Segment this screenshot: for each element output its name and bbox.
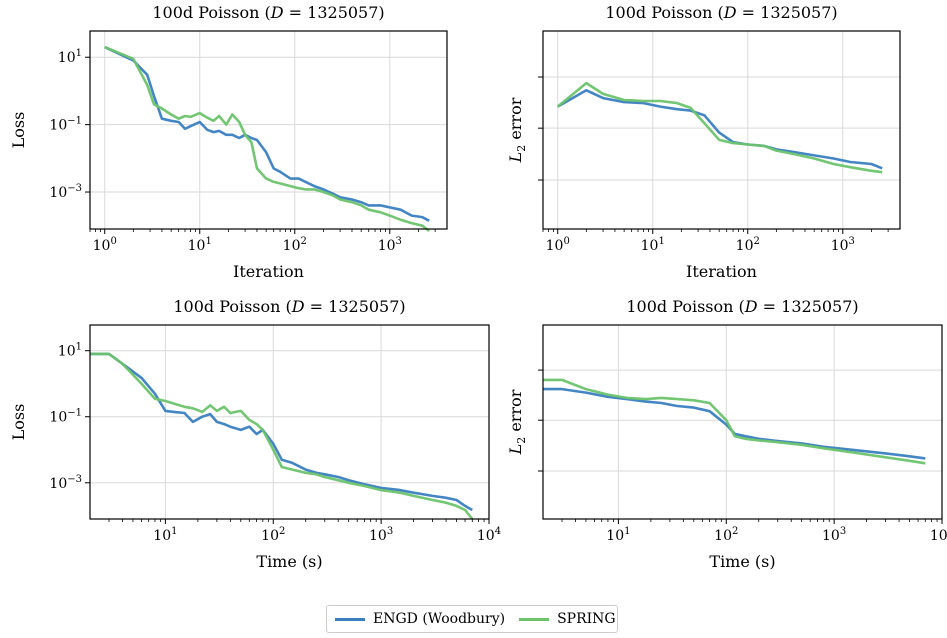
legend-label-engd: ENGD (Woodbury): [373, 611, 506, 627]
x-tick-label: 103: [369, 526, 393, 544]
series-line-spring: [104, 45, 430, 233]
series-line-engd: [543, 387, 926, 460]
panel-title: 100d Poisson (D = 1325057): [605, 3, 837, 22]
x-tick-label: 101: [153, 526, 177, 544]
x-tick-label: 101: [641, 236, 665, 254]
x-tick-label: 102: [283, 236, 307, 254]
x-tick-label: 102: [261, 526, 285, 544]
x-tick-label: 102: [714, 526, 738, 544]
x-tick-label: 103: [822, 526, 846, 544]
legend-swatch-spring: [519, 617, 550, 621]
series-line-engd: [90, 352, 473, 512]
panel-l2-time: 100d Poisson (D = 1325057) 101102103104 …: [506, 297, 947, 571]
plot-frame: [89, 324, 490, 520]
x-axis-label: Iteration: [686, 262, 757, 281]
y-tick-label: 10−3: [49, 474, 82, 492]
y-axis-label: L2 error: [506, 97, 528, 163]
panel-title: 100d Poisson (D = 1325057): [626, 297, 858, 316]
series-line-engd: [104, 45, 430, 222]
x-axis-label: Iteration: [233, 262, 304, 281]
y-tick-label: 10−1: [49, 408, 82, 426]
panel-l2-iteration: 100d Poisson (D = 1325057) 100 101 102 103 …: [506, 3, 901, 281]
y-tick-label: 10−3: [49, 183, 82, 201]
legend-item-engd: ENGD (Woodbury): [335, 611, 505, 627]
y-axis-label: Loss: [9, 112, 28, 149]
y-tick-label: 10−1: [49, 116, 82, 134]
x-tick-label: 104: [930, 526, 947, 544]
legend: ENGD (Woodbury) SPRING: [326, 605, 618, 633]
x-tick-label: 103: [378, 236, 402, 254]
plot-frame: [89, 30, 448, 230]
x-tick-label: 102: [736, 236, 760, 254]
y-axis-label: Loss: [9, 404, 28, 441]
panel-loss-time: 100d Poisson (D = 1325057) 101 102 103 104 1…: [9, 297, 501, 571]
x-tick-label: 104: [477, 526, 501, 544]
panel-title: 100d Poisson (D = 1325057): [173, 297, 405, 316]
series-line-spring: [556, 81, 883, 174]
legend-item-spring: SPRING: [519, 611, 616, 627]
series-line-engd: [557, 89, 883, 170]
panel-title: 100d Poisson (D = 1325057): [152, 3, 384, 22]
x-tick-label: 103: [831, 236, 855, 254]
series-line-spring: [543, 378, 926, 465]
x-axis-label: Time (s): [256, 552, 322, 571]
x-axis-label: Time (s): [709, 552, 775, 571]
series-line-spring: [90, 352, 474, 520]
x-tick-label: 100: [93, 236, 117, 254]
y-tick-label: 101: [58, 48, 82, 66]
legend-label-spring: SPRING: [557, 611, 616, 627]
plot-frame: [542, 30, 901, 230]
legend-swatch-engd: [335, 617, 365, 621]
figure: 100d Poisson (D = 1325057) 100 101 102 1031…: [9, 3, 947, 571]
x-tick-label: 100: [546, 236, 570, 254]
y-tick-label: 101: [58, 342, 82, 360]
panel-loss-iteration: 100d Poisson (D = 1325057) 100 101 102 103 1…: [9, 3, 448, 281]
plot-frame: [542, 324, 943, 520]
x-tick-label: 101: [606, 526, 630, 544]
x-tick-label: 101: [188, 236, 212, 254]
y-axis-label: L2 error: [506, 389, 528, 455]
